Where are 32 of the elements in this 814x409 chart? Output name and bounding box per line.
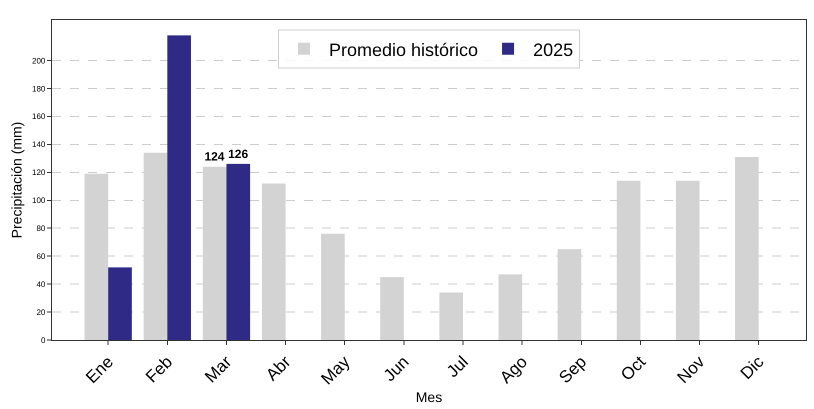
y-tick-label: 100: [32, 196, 46, 206]
y-tick-label: 0: [40, 336, 46, 345]
y-tick-label: 160: [32, 112, 46, 122]
x-tick-label: Oct: [617, 352, 650, 384]
y-axis-title: Precipitación (mm): [8, 122, 25, 238]
y-tick-label: 140: [32, 140, 46, 150]
x-axis-title: Mes: [416, 388, 442, 405]
x-tick-label: Abr: [262, 352, 295, 384]
x-tick-label: Ene: [82, 352, 118, 388]
x-tick-label: Mar: [201, 352, 236, 386]
x-tick-label: Nov: [674, 352, 709, 388]
data-label: 126: [228, 146, 248, 161]
y-tick-label: 20: [36, 308, 46, 317]
y-tick-label: 80: [36, 224, 46, 234]
x-tick-label: Ago: [496, 352, 531, 388]
x-tick-label: May: [317, 352, 354, 388]
y-tick-label: 120: [32, 168, 46, 178]
y-tick-label: 200: [32, 56, 46, 66]
x-tick-label: Jul: [443, 352, 472, 382]
bar: [226, 164, 250, 340]
x-tick-label: Dic: [736, 352, 768, 384]
data-label: 124: [204, 150, 225, 164]
x-tick-label: Sep: [555, 352, 590, 388]
y-tick-label: 180: [32, 84, 46, 94]
y-tick-label: 60: [36, 252, 46, 261]
y-tick-label: 40: [36, 280, 46, 289]
legend-label: 2025: [533, 40, 574, 60]
bar: [167, 35, 191, 340]
legend-label: Promedio histórico: [329, 40, 478, 60]
x-tick-label: Jun: [380, 352, 413, 386]
x-tick-label: Feb: [142, 352, 176, 386]
bar: [108, 267, 132, 340]
